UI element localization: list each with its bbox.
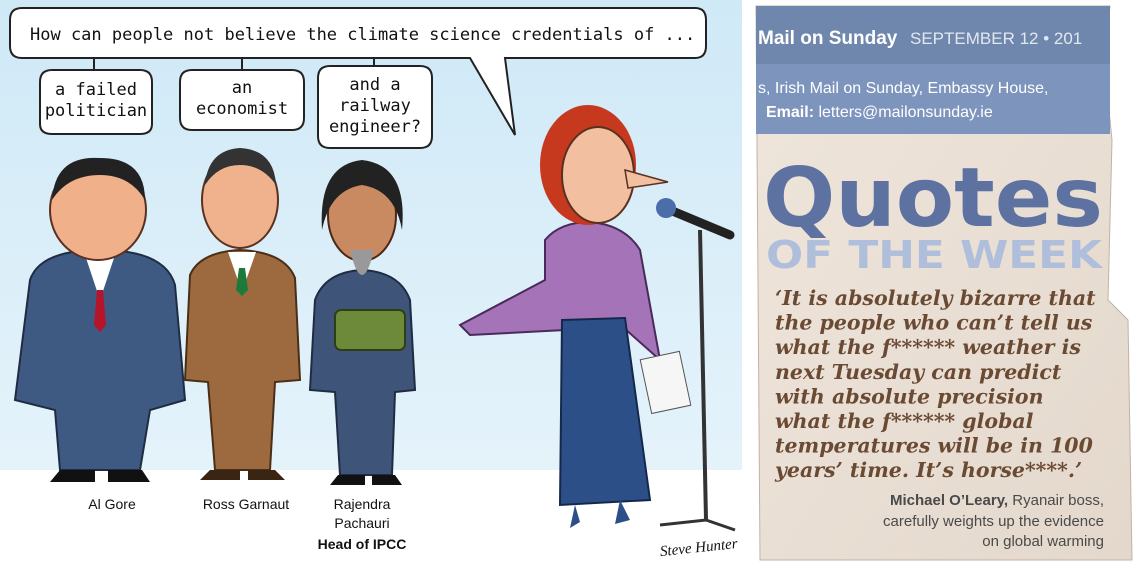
quote-line: ‘It is absolutely bizarre that — [775, 286, 1096, 310]
person-role: Head of IPCC — [318, 536, 407, 552]
email-line: Email: letters@mailonsunday.ie — [766, 104, 993, 121]
heading: Quotes — [763, 151, 1103, 246]
person-name: Rajendra — [334, 496, 391, 512]
attribution-line: on global warming — [982, 533, 1104, 550]
person-name: Ross Garnaut — [203, 496, 289, 512]
bubble-text: railway — [339, 96, 411, 116]
attribution-name: Michael O’Leary, — [890, 492, 1008, 509]
masthead: Mail on Sunday — [758, 28, 898, 49]
address: s, Irish Mail on Sunday, Embassy House, — [758, 80, 1049, 97]
attribution-line: Michael O’Leary, Ryanair boss, — [890, 492, 1104, 509]
quote-line: years’ time. It’s horse****.’ — [774, 458, 1082, 482]
quote-line: what the f****** weather is — [775, 335, 1081, 359]
address-band — [756, 64, 1110, 134]
bubble-text: a failed — [55, 80, 137, 100]
newspaper-clipping: Mail on Sunday SEPTEMBER 12 • 201 s, Iri… — [742, 0, 1137, 563]
quote-line: with absolute precision — [775, 384, 1043, 408]
page: { "cartoon": { "caption": "How can peopl… — [0, 0, 1137, 563]
composite-image: How can people not believe the climate s… — [0, 0, 1137, 563]
quote-line: what the f****** global — [775, 409, 1034, 433]
person-name: Pachauri — [334, 515, 389, 531]
attribution-text: Ryanair boss, — [1012, 492, 1104, 509]
bubble-text: an — [232, 78, 252, 98]
email-label: Email: — [766, 104, 814, 121]
bubble-text: and a — [349, 75, 400, 95]
head — [562, 127, 634, 223]
quote-line: next Tuesday can predict — [775, 360, 1062, 384]
cartoon: How can people not believe the climate s… — [0, 0, 742, 563]
toy-train — [335, 310, 405, 350]
attribution-line: carefully weights up the evidence — [883, 513, 1104, 530]
date: SEPTEMBER 12 • 201 — [910, 29, 1082, 48]
quote-line: temperatures will be in 100 — [775, 434, 1094, 458]
email: letters@mailonsunday.ie — [818, 104, 992, 121]
bubble-text: economist — [196, 99, 288, 119]
quote-line: the people who can’t tell us — [775, 311, 1093, 335]
mic-head — [656, 198, 676, 218]
bubble-text: politician — [45, 101, 147, 121]
person-name: Al Gore — [88, 496, 136, 512]
caption: How can people not believe the climate s… — [30, 25, 695, 45]
bubble-text: engineer? — [329, 117, 421, 137]
subheading: OF THE WEEK — [766, 233, 1104, 277]
